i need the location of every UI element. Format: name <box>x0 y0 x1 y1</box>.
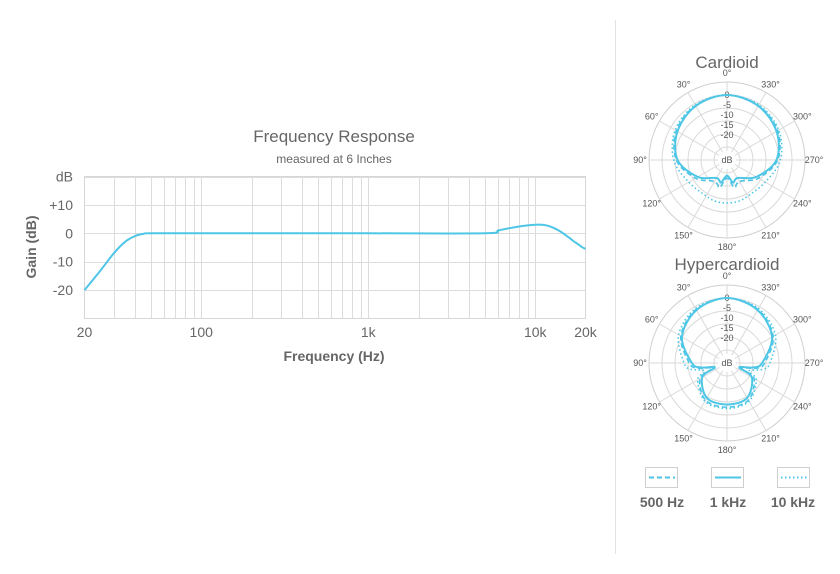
polar-series-solid <box>674 94 780 184</box>
angle-label: 300° <box>793 315 812 325</box>
polar-series-dashed <box>673 94 781 189</box>
angle-label: 330° <box>761 283 780 293</box>
hypercardioid-polar-grid <box>648 284 806 442</box>
polar-series-dotted <box>671 94 783 204</box>
chart-subtitle: measured at 6 Inches <box>276 152 391 166</box>
angle-label: 180° <box>718 445 737 455</box>
chart-title: Frequency Response <box>253 127 415 146</box>
radial-tick-label: -20 <box>720 333 733 343</box>
legend: 500 Hz 1 kHz 10 kHz <box>640 467 815 510</box>
y-axis-label: Gain (dB) <box>23 216 39 279</box>
radial-tick-label: -10 <box>720 110 733 120</box>
polar-spoke <box>687 295 723 356</box>
legend-label: 500 Hz <box>640 494 684 510</box>
angle-label: 30° <box>677 80 691 90</box>
angle-label: 60° <box>645 112 659 122</box>
angle-label: 240° <box>793 199 812 209</box>
x-tick-label: 20k <box>574 324 598 340</box>
polar-spoke <box>731 295 767 356</box>
cardioid-angle-labels: 0-5-10-15-20dB0°30°60°90°120°150°180°210… <box>633 68 824 252</box>
radial-tick-label: -10 <box>720 313 733 323</box>
y-tick-label: +10 <box>49 197 73 213</box>
polar-series-solid <box>680 297 774 406</box>
y-tick-label: 0 <box>65 225 73 241</box>
frequency-response-chart: Frequency Response measured at 6 Inches … <box>23 127 598 364</box>
legend-item-10khz: 10 kHz <box>771 467 815 510</box>
radial-tick-label: -15 <box>720 323 733 333</box>
polar-series-dotted <box>677 297 777 410</box>
angle-label: 150° <box>674 230 693 240</box>
legend-item-500hz: 500 Hz <box>640 467 684 510</box>
y-tick-label: dB <box>56 169 73 185</box>
x-tick-label: 20 <box>77 324 93 340</box>
cardioid-polar-chart: Cardioid 0-5-10-15-20dB0°30°60°90°120°15… <box>633 53 824 252</box>
angle-label: 90° <box>633 155 647 165</box>
x-tick-label: 10k <box>524 324 548 340</box>
cardioid-series <box>671 94 783 204</box>
plot-frame <box>84 176 586 319</box>
radial-tick-label: -5 <box>723 303 731 313</box>
angle-label: 30° <box>677 283 691 293</box>
angle-label: 270° <box>805 358 824 368</box>
polar-spoke <box>659 164 720 200</box>
angle-label: 300° <box>793 112 812 122</box>
polar-title-hypercardioid: Hypercardioid <box>675 255 780 274</box>
angle-label: 120° <box>642 199 661 209</box>
radial-tick-label: -15 <box>720 120 733 130</box>
radial-unit-label: dB <box>721 155 732 165</box>
polar-spoke <box>659 367 720 403</box>
angle-label: 330° <box>761 80 780 90</box>
y-tick-label: -20 <box>53 282 73 298</box>
angle-label: 210° <box>761 433 780 443</box>
x-tick-label: 1k <box>361 324 377 340</box>
angle-label: 210° <box>761 230 780 240</box>
x-axis-label: Frequency (Hz) <box>283 348 384 364</box>
angle-label: 90° <box>633 358 647 368</box>
polar-spoke <box>659 323 720 359</box>
hypercardioid-polar-chart: Hypercardioid 0-5-10-15-20dB0°30°60°90°1… <box>633 255 824 455</box>
angle-label: 270° <box>805 155 824 165</box>
polar-spoke <box>734 367 795 403</box>
frequency-series <box>83 223 586 291</box>
polar-spoke <box>659 120 720 156</box>
radial-tick-label: -20 <box>720 130 733 140</box>
radial-unit-label: dB <box>721 358 732 368</box>
polar-title-cardioid: Cardioid <box>695 53 758 72</box>
y-tick-label: -10 <box>53 254 73 270</box>
legend-label: 10 kHz <box>771 494 815 510</box>
angle-label: 150° <box>674 433 693 443</box>
polar-spoke <box>731 92 767 153</box>
x-tick-labels: 20 100 1k 10k 20k <box>77 324 598 340</box>
radial-tick-label: -5 <box>723 100 731 110</box>
x-tick-label: 100 <box>190 324 214 340</box>
angle-label: 180° <box>718 242 737 252</box>
angle-label: 0° <box>723 271 732 281</box>
angle-label: 60° <box>645 315 659 325</box>
polar-series-dashed <box>679 297 775 409</box>
angle-label: 0° <box>723 68 732 78</box>
polar-spoke <box>687 92 723 153</box>
y-tick-labels: dB +10 0 -10 -20 <box>49 169 73 299</box>
legend-label: 1 kHz <box>710 494 747 510</box>
legend-item-1khz: 1 kHz <box>710 467 747 510</box>
hypercardioid-series <box>677 297 777 410</box>
angle-label: 240° <box>793 402 812 412</box>
polar-spoke <box>734 323 795 359</box>
frequency-response-line <box>83 223 586 291</box>
frequency-grid <box>84 176 586 319</box>
angle-label: 120° <box>642 402 661 412</box>
polar-spoke <box>734 120 795 156</box>
